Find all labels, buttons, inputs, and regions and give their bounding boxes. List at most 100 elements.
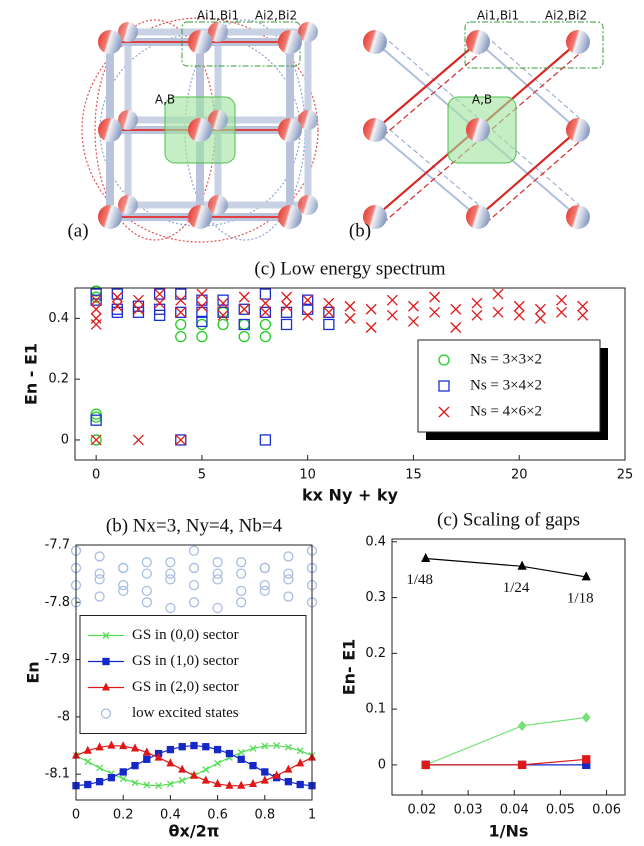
x-tick-label: 0.05 [546,803,575,818]
x-tick-label: 20 [511,468,528,483]
marker [236,568,247,579]
marker [429,291,441,303]
marker [259,434,272,446]
marker [188,562,200,574]
marker [302,294,314,306]
marker [196,300,208,312]
y-tick-label: 0.1 [365,702,386,717]
marker [272,770,281,779]
marker [238,330,250,343]
marker [513,300,525,312]
marker [237,755,245,763]
marker [556,294,567,306]
marker [189,770,199,779]
marker [90,312,102,324]
marker [284,764,293,773]
point-label: 1/18 [567,590,594,606]
marker [582,755,591,764]
y-tick-label: 0 [378,757,386,772]
marker [365,322,377,333]
marker [154,288,166,300]
marker [284,743,292,751]
marker [212,574,223,585]
marker [133,303,144,315]
marker [107,774,116,782]
marker [214,759,222,767]
marker [141,597,152,608]
series-line [425,716,587,766]
x-tick-label: 1 [308,808,316,823]
marker [175,434,187,446]
marker [141,557,152,568]
marker [238,318,250,331]
marker [90,294,102,306]
marker [513,309,525,321]
marker [118,562,129,574]
x-tick-label: 10 [299,468,316,483]
marker [153,309,166,321]
marker [238,303,250,315]
x-tick-label: 0.4 [160,808,181,823]
marker [302,309,314,321]
marker [196,306,208,318]
marker [237,748,245,756]
y-tick-label: -8 [57,709,70,724]
marker [534,312,546,324]
x-tick-label: 0.6 [207,808,228,823]
marker [577,309,589,321]
sites-back [118,22,318,215]
plot-frame [391,538,626,796]
marker [111,300,123,312]
marker [302,303,314,315]
y-tick-label: 0 [61,432,69,447]
marker [196,330,208,343]
series-line [425,557,587,578]
marker [175,288,187,300]
bonds-blue-dashed [382,35,587,212]
x-axis-label: kx Ny + ky [302,486,399,505]
marker [131,779,139,787]
marker [238,318,250,331]
marker [141,585,152,596]
marker [236,585,247,596]
marker [323,306,335,318]
marker [217,306,229,318]
marker [133,434,144,446]
marker [196,294,208,306]
chart-title: (c) Low energy spectrum [254,258,445,279]
marker [517,720,527,732]
marker [249,761,257,770]
marker [178,743,186,751]
marker [111,291,123,303]
legend-label: Ns = 4×6×2 [470,403,542,419]
marker [296,758,305,767]
y-tick-label: -7.8 [45,595,70,610]
marker [107,740,116,749]
marker [212,557,223,568]
marker [94,568,105,579]
marker [165,568,176,579]
legend-marker [438,380,450,392]
x-tick-label: 0.2 [113,808,134,823]
marker [323,297,335,309]
marker [261,742,269,750]
y-axis-label: En- E1 [340,639,359,696]
marker [178,777,186,784]
marker [90,288,102,300]
cell-label: Ai1,Bi1 [197,9,239,23]
marker [259,288,272,300]
marker [386,309,398,321]
marker [90,434,102,446]
legend-marker [438,406,450,418]
marker [190,741,198,750]
x-tick-label: 15 [405,468,422,483]
diagram-a: Ai1,Bi1 Ai2,Bi2 A,B (a) [67,9,319,243]
marker [111,303,123,315]
marker [217,318,229,331]
marker [118,585,129,596]
marker [236,597,247,608]
marker [166,758,175,767]
marker [165,574,176,585]
x-tick-label: 0 [92,468,100,483]
y-tick-label: 0.2 [365,646,386,661]
